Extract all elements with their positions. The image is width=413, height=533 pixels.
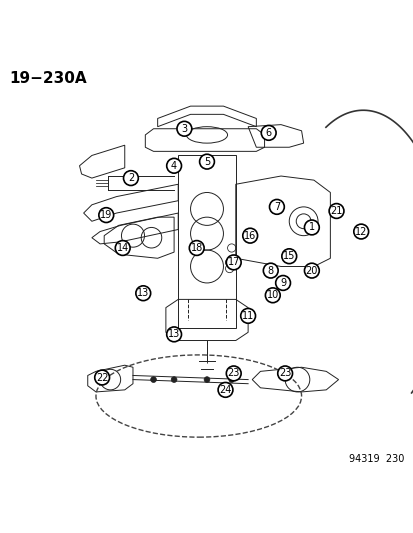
Circle shape [204, 377, 209, 383]
Circle shape [171, 377, 176, 383]
Text: 1: 1 [308, 222, 314, 232]
Text: 23: 23 [227, 368, 240, 378]
Text: 22: 22 [96, 373, 108, 383]
Text: 15: 15 [282, 251, 295, 261]
Text: 19: 19 [100, 210, 112, 220]
Text: 6: 6 [265, 128, 271, 138]
Text: 13: 13 [137, 288, 149, 298]
Circle shape [261, 125, 275, 140]
Text: 16: 16 [244, 231, 256, 241]
Text: 3: 3 [181, 124, 187, 134]
Circle shape [150, 377, 156, 383]
Circle shape [281, 249, 296, 264]
Circle shape [328, 204, 343, 219]
Circle shape [226, 255, 240, 270]
Circle shape [218, 383, 233, 397]
Text: 10: 10 [266, 290, 278, 300]
Circle shape [115, 240, 130, 255]
Text: 5: 5 [203, 157, 210, 167]
Circle shape [353, 224, 368, 239]
Text: 94319  230: 94319 230 [348, 454, 404, 464]
Text: 9: 9 [279, 278, 285, 288]
Text: 2: 2 [128, 173, 134, 183]
Circle shape [123, 171, 138, 185]
Text: 8: 8 [267, 265, 273, 276]
Circle shape [199, 154, 214, 169]
Text: 20: 20 [305, 265, 317, 276]
Text: 24: 24 [219, 385, 231, 395]
Circle shape [304, 263, 318, 278]
Text: 18: 18 [190, 243, 202, 253]
Text: 13: 13 [168, 329, 180, 340]
Text: 12: 12 [354, 227, 366, 237]
Text: 17: 17 [227, 257, 240, 268]
Circle shape [242, 228, 257, 243]
Circle shape [228, 377, 234, 383]
Circle shape [95, 370, 109, 385]
Circle shape [304, 220, 318, 235]
Circle shape [226, 366, 240, 381]
Circle shape [269, 199, 284, 214]
Circle shape [265, 288, 280, 303]
Text: 7: 7 [273, 202, 279, 212]
Text: 4: 4 [171, 161, 177, 171]
Circle shape [166, 327, 181, 342]
Text: 19−230A: 19−230A [9, 71, 87, 86]
Circle shape [275, 276, 290, 290]
Circle shape [176, 122, 191, 136]
Circle shape [166, 158, 181, 173]
Circle shape [135, 286, 150, 301]
Text: 14: 14 [116, 243, 128, 253]
Circle shape [277, 366, 292, 381]
Text: 21: 21 [330, 206, 342, 216]
Circle shape [240, 309, 255, 323]
Circle shape [263, 263, 278, 278]
Text: 11: 11 [242, 311, 254, 321]
Text: 23: 23 [278, 368, 291, 378]
Circle shape [189, 240, 204, 255]
Circle shape [99, 208, 114, 222]
